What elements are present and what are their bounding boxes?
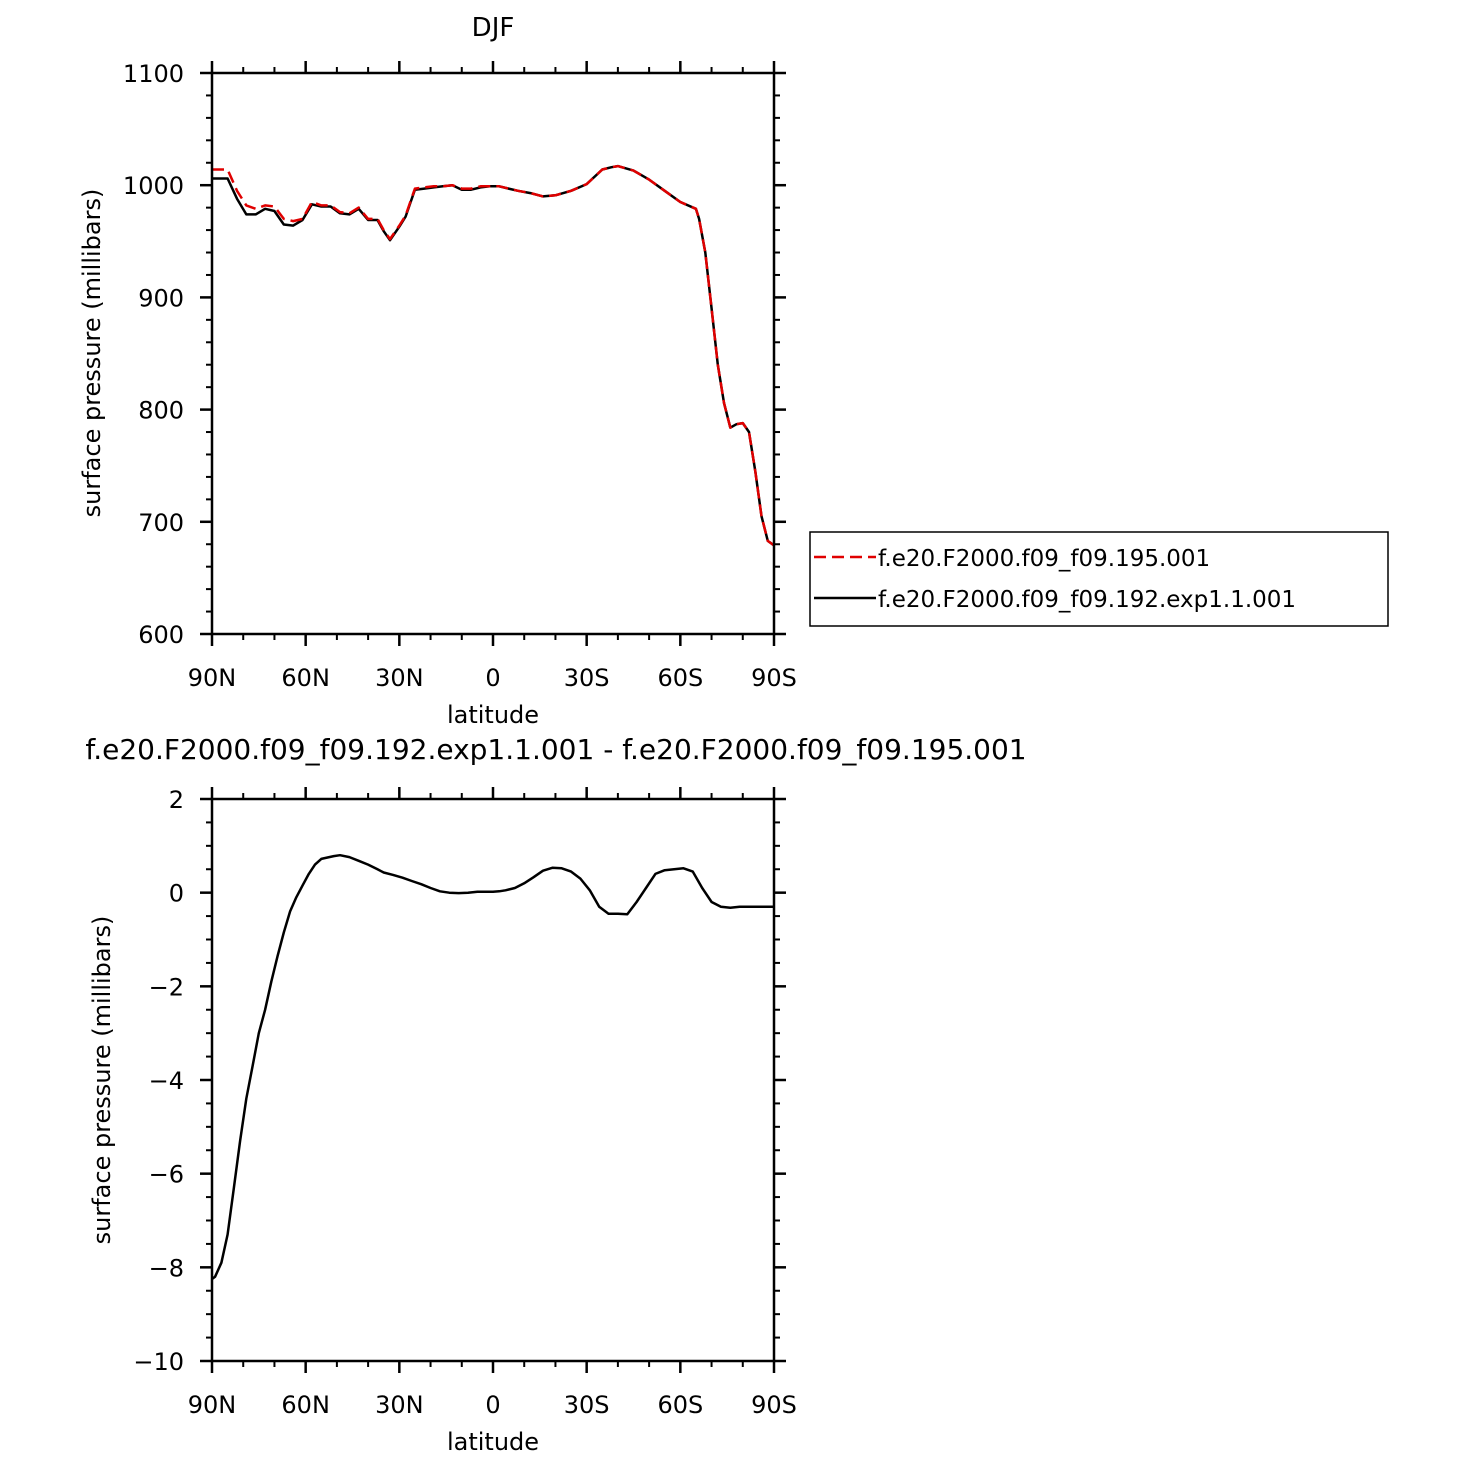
top-chart-frame [210,71,776,636]
top-y-tick-label: 1100 [123,60,184,88]
bottom-x-tick-label: 90N [188,1391,237,1419]
bottom-y-tick-label: −2 [149,973,184,1001]
bottom-series-line-1 [211,853,774,1281]
top-chart-ylabel: surface pressure (millibars) [78,189,106,518]
top-x-tick-label: 90S [751,664,797,692]
top-y-tick-label: 800 [138,397,184,425]
legend: f.e20.F2000.f09_f09.195.001 f.e20.F2000.… [809,531,1389,627]
top-chart-series [212,164,775,547]
legend-label-series-1: f.e20.F2000.f09_f09.195.001 [878,546,1210,572]
top-chart-xlabel: latitude [447,701,539,729]
bottom-y-tick-label: −6 [149,1161,184,1189]
bottom-y-tick-label: −8 [149,1254,184,1282]
bottom-chart-title: f.e20.F2000.f09_f09.192.exp1.1.001 - f.e… [85,733,1026,766]
legend-box [809,531,1389,627]
top-chart-ticks: 90N 60N 30N 0 30S 60S 90S 600 700 800 900 1000 1100 [123,60,797,692]
bottom-x-tick-label: 30S [564,1391,610,1419]
bottom-y-tick-label: 0 [169,880,184,908]
bottom-x-tick-label: 30N [375,1391,424,1419]
top-x-tick-label: 30N [375,664,424,692]
bottom-y-tick-label: −4 [149,1067,184,1095]
legend-label-series-2: f.e20.F2000.f09_f09.192.exp1.1.001 [878,587,1296,613]
top-y-tick-label: 700 [138,509,184,537]
bottom-y-tick-label: −10 [133,1348,184,1376]
top-y-tick-label: 1000 [123,172,184,200]
bottom-chart-xlabel: latitude [447,1428,539,1456]
top-y-tick-label: 900 [138,284,184,312]
bottom-y-tick-label: 2 [169,786,184,814]
bottom-x-tick-label: 60N [281,1391,330,1419]
top-x-tick-label: 60S [657,664,703,692]
bottom-chart-frame [210,797,776,1363]
top-series-line-1 [212,164,775,547]
top-x-tick-label: 60N [281,664,330,692]
bottom-chart: f.e20.F2000.f09_f09.192.exp1.1.001 - f.e… [85,733,1026,1456]
top-y-tick-label: 600 [138,621,184,649]
bottom-x-tick-label: 90S [751,1391,797,1419]
top-chart: DJF surface pressure (millibars) latitud… [78,13,797,729]
top-x-tick-label: 0 [485,664,500,692]
top-x-tick-label: 30S [564,664,610,692]
top-x-tick-label: 90N [188,664,237,692]
top-chart-title: DJF [472,13,515,43]
bottom-x-tick-label: 60S [657,1391,703,1419]
top-series-line-2 [212,164,775,547]
bottom-chart-series [211,853,774,1281]
bottom-x-tick-label: 0 [485,1391,500,1419]
bottom-chart-ticks: 90N 60N 30N 0 30S 60S 90S −10 −8 −6 −4 −2 0 2 [133,786,797,1419]
bottom-chart-ylabel: surface pressure (millibars) [88,916,116,1245]
